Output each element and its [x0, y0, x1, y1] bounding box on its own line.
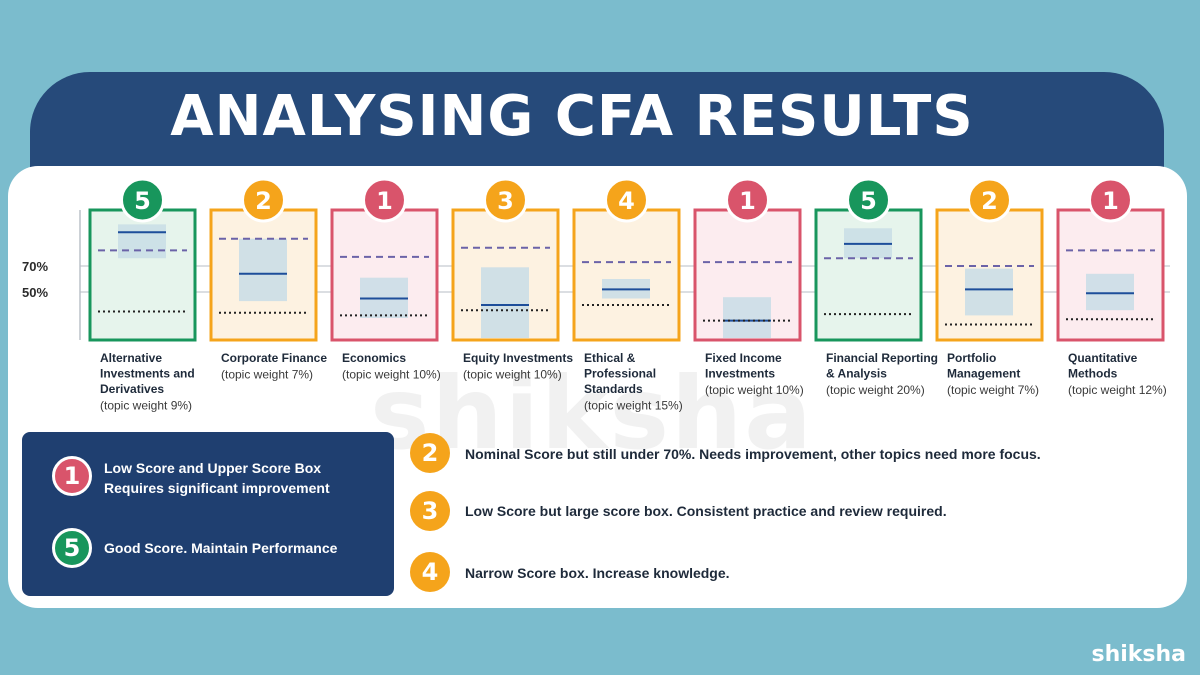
- legend-text-5: Good Score. Maintain Performance: [104, 540, 338, 556]
- rating-number-3: 3: [497, 187, 514, 215]
- page-title: ANALYSING CFA RESULTS: [170, 84, 974, 149]
- note-badge-4: 4: [410, 552, 450, 592]
- rating-badge-6: [846, 177, 891, 223]
- note-text-3: Low Score but large score box. Consisten…: [465, 503, 947, 519]
- rating-number-1: 2: [255, 187, 272, 215]
- legend-text-1-line1: Low Score and Upper Score Box: [104, 460, 322, 476]
- rating-number-7: 2: [981, 187, 998, 215]
- rating-badge-1: [241, 177, 286, 223]
- rating-badge-3: [483, 177, 528, 223]
- score-box-5: [723, 297, 771, 338]
- rating-number-4: 4: [618, 187, 635, 215]
- topic-weight-7: (topic weight 7%): [947, 383, 1039, 397]
- topic-weight-3: (topic weight 10%): [463, 368, 562, 382]
- category-label-5-0: Fixed Income: [705, 351, 782, 365]
- score-box-8: [1086, 273, 1134, 311]
- legend-badge-1: 1: [52, 456, 92, 496]
- score-box-0: [118, 224, 166, 259]
- rating-badge-2: [362, 177, 407, 223]
- score-box-3: [481, 267, 529, 338]
- category-label-0-1: Investments and: [100, 367, 195, 381]
- category-label-8-1: Methods: [1068, 367, 1118, 381]
- rating-number-6: 5: [860, 187, 877, 215]
- panel-2: [330, 208, 439, 342]
- rating-badge-8: [1088, 177, 1133, 223]
- topic-weight-0: (topic weight 9%): [100, 399, 192, 413]
- category-label-6-1: & Analysis: [826, 367, 887, 381]
- topic-weight-1: (topic weight 7%): [221, 368, 313, 382]
- rating-badge-4: [604, 177, 649, 223]
- legend-badge-5: 5: [52, 528, 92, 568]
- category-label-7-1: Management: [947, 367, 1020, 381]
- topic-weight-4: (topic weight 15%): [584, 399, 683, 413]
- y-tick-label-50: 50%: [22, 285, 48, 300]
- rating-number-5: 1: [739, 187, 756, 215]
- brand-logo: shiksha: [1091, 642, 1186, 667]
- category-label-6-0: Financial Reporting: [826, 351, 938, 365]
- category-label-1-0: Corporate Finance: [221, 351, 327, 365]
- score-box-1: [239, 238, 287, 302]
- rating-badge-7: [967, 177, 1012, 223]
- category-label-7-0: Portfolio: [947, 351, 996, 365]
- panel-7: [935, 208, 1044, 342]
- topic-weight-8: (topic weight 12%): [1068, 383, 1167, 397]
- score-box-7: [965, 268, 1013, 316]
- legend-box: 1 Low Score and Upper Score Box Requires…: [22, 432, 394, 596]
- category-label-4-1: Professional: [584, 367, 656, 381]
- rating-badge-5: [725, 177, 770, 223]
- category-label-5-1: Investments: [705, 367, 775, 381]
- category-label-4-2: Standards: [584, 382, 643, 396]
- note-badge-3: 3: [410, 491, 450, 531]
- legend-text-1: Low Score and Upper Score Box Requires s…: [104, 458, 330, 498]
- category-label-4-0: Ethical &: [584, 351, 636, 365]
- category-label-2-0: Economics: [342, 351, 406, 365]
- rating-number-0: 5: [134, 187, 151, 215]
- note-text-4: Narrow Score box. Increase knowledge.: [465, 565, 730, 581]
- category-label-0-0: Alternative: [100, 351, 162, 365]
- rating-badge-0: [120, 177, 165, 223]
- y-tick-label-70: 70%: [22, 259, 48, 274]
- topic-weight-6: (topic weight 20%): [826, 383, 925, 397]
- rating-number-2: 1: [376, 187, 393, 215]
- topic-weight-2: (topic weight 10%): [342, 368, 441, 382]
- category-label-0-2: Derivatives: [100, 382, 164, 396]
- panel-4: [572, 208, 681, 342]
- note-text-2: Nominal Score but still under 70%. Needs…: [465, 446, 1041, 462]
- category-label-3-0: Equity Investments: [463, 351, 573, 365]
- legend-text-1-line2: Requires significant improvement: [104, 480, 330, 496]
- topic-weight-5: (topic weight 10%): [705, 383, 804, 397]
- note-badge-2: 2: [410, 433, 450, 473]
- category-label-8-0: Quantitative: [1068, 351, 1138, 365]
- rating-number-8: 1: [1102, 187, 1119, 215]
